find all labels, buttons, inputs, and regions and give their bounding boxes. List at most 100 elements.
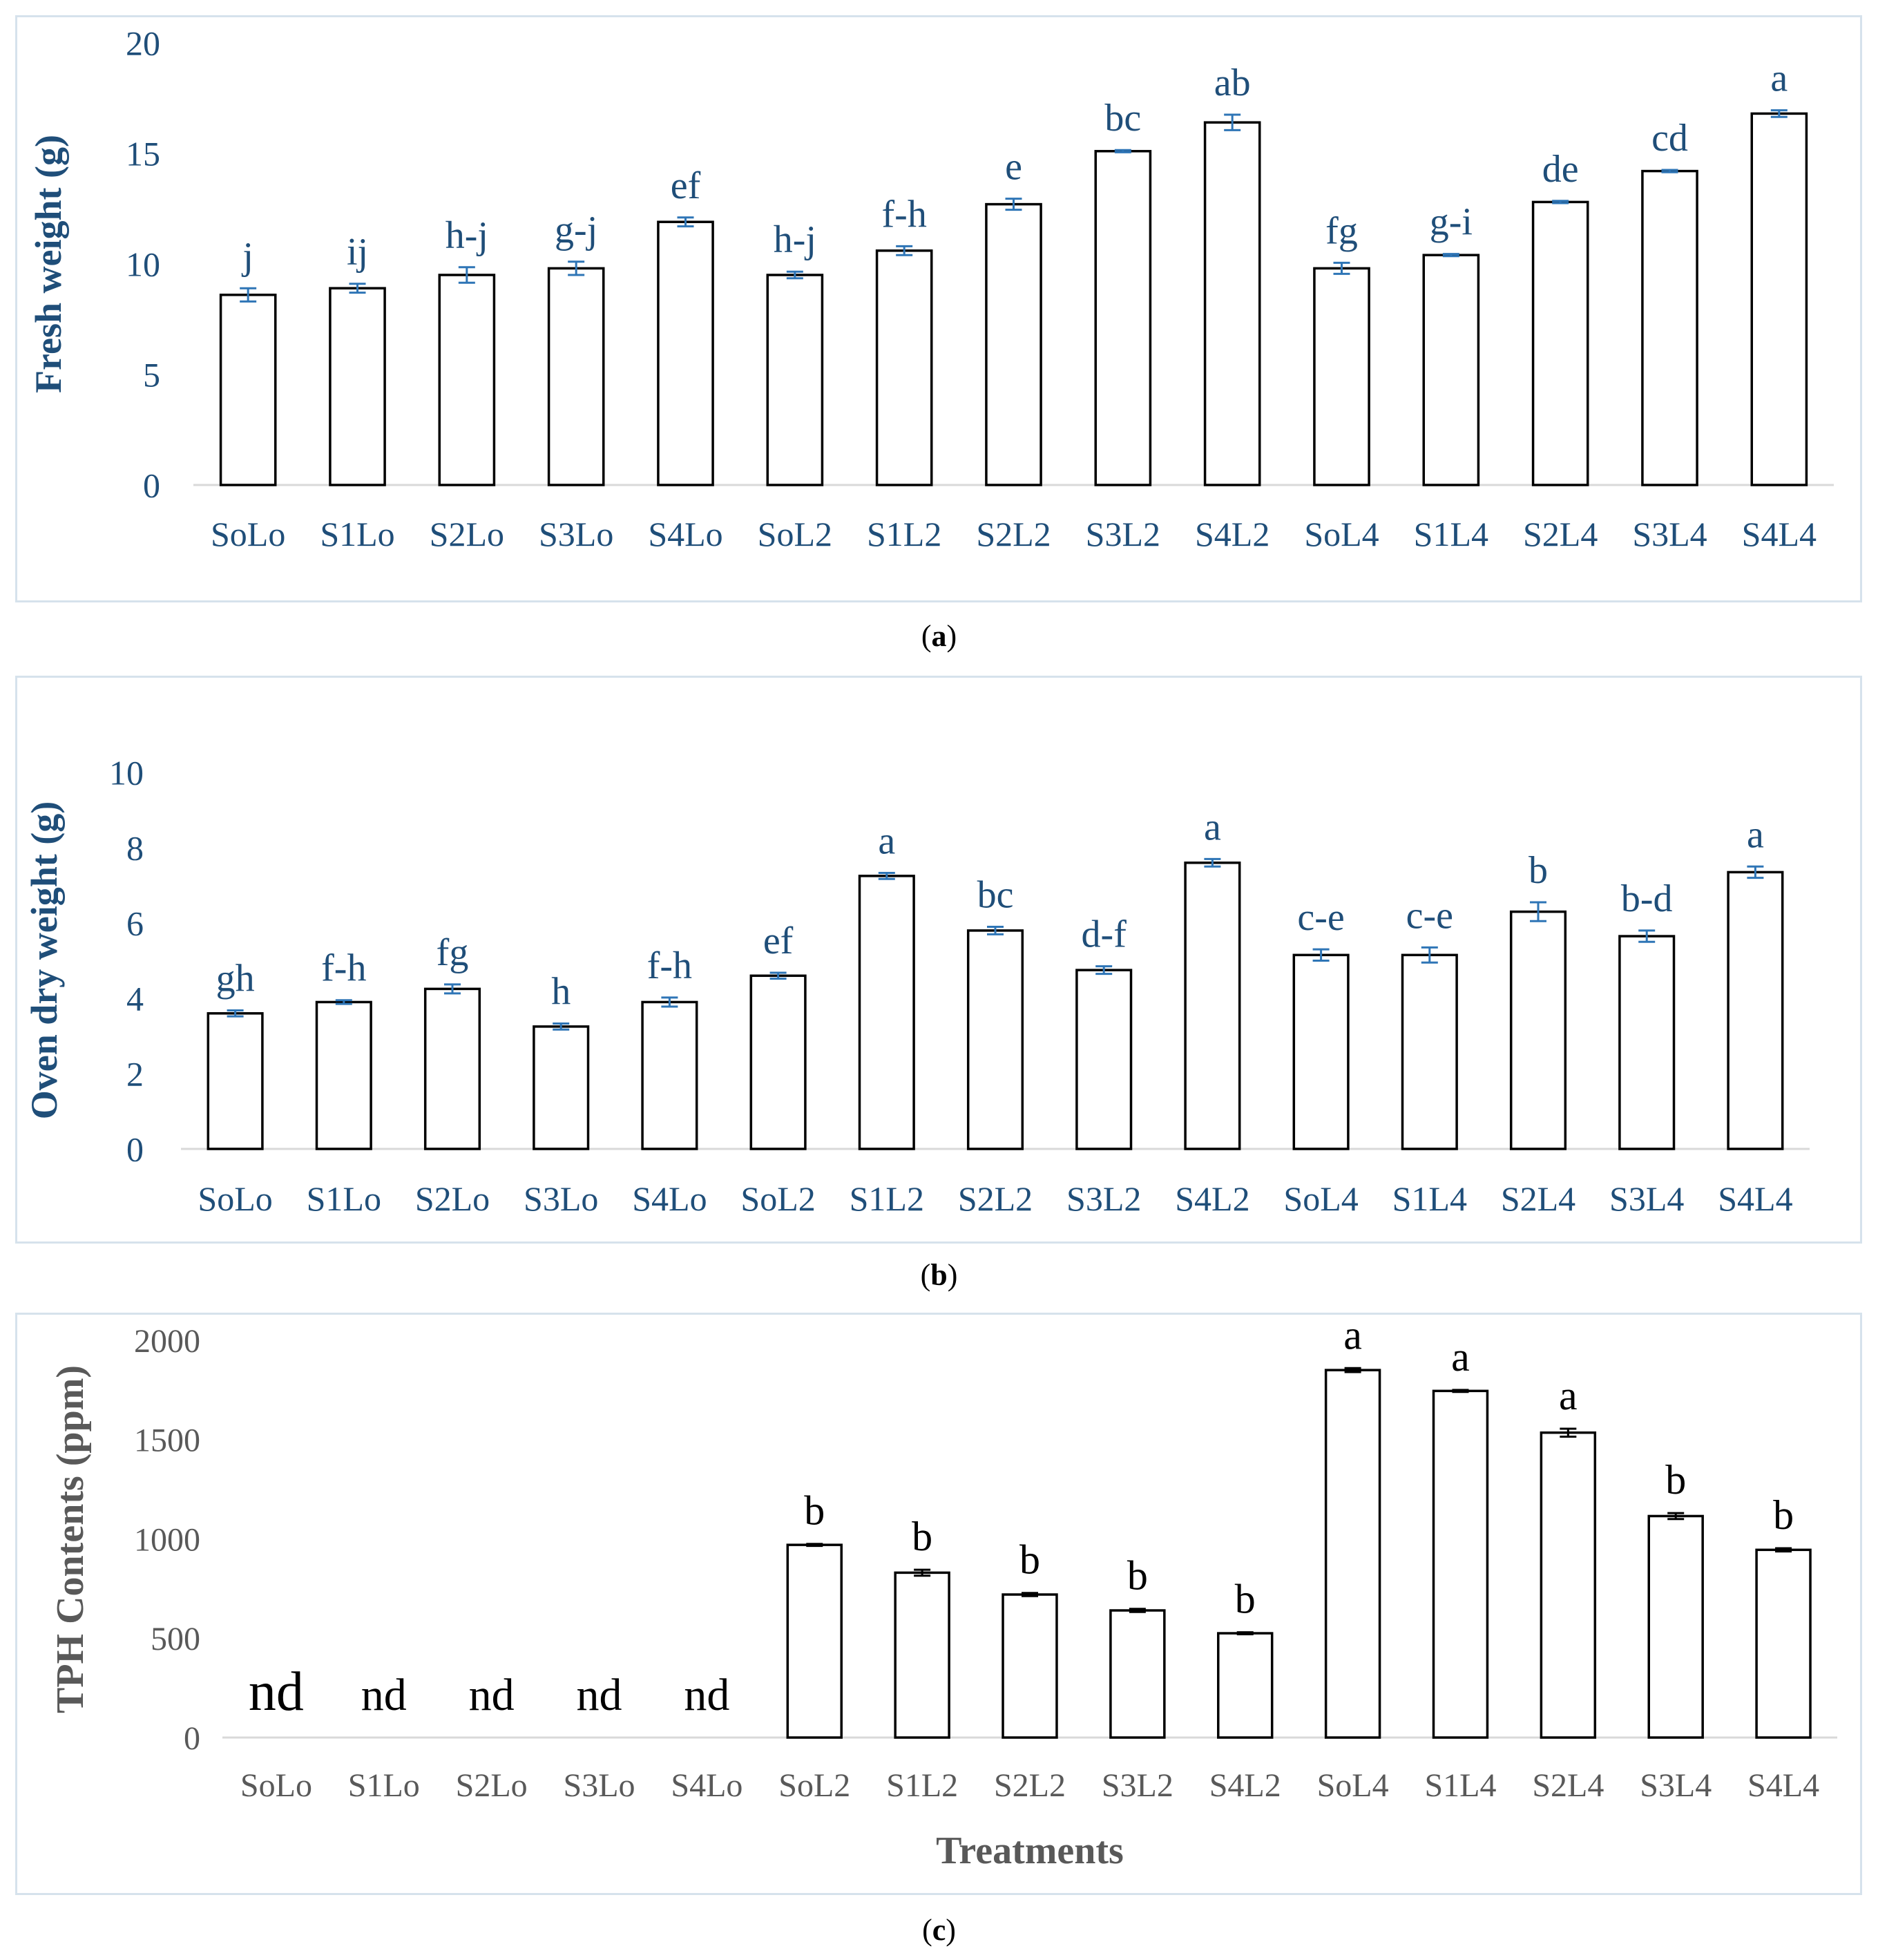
chart-a-bar-12 xyxy=(1531,200,1589,486)
chart-b-y-axis-title: Oven dry weight (g) xyxy=(23,801,65,1119)
chart-b-bar-5 xyxy=(749,974,807,1150)
chart-a-bar-11 xyxy=(1422,254,1480,486)
chart-c-x-tick-label-2: S2Lo xyxy=(456,1767,528,1804)
chart-c-significance-letter-5: b xyxy=(804,1488,825,1534)
chart-a-x-tick-label-0: SoLo xyxy=(211,515,285,553)
chart-c-significance-letter-2: nd xyxy=(469,1670,515,1720)
chart-c-x-tick-label-11: S1L4 xyxy=(1424,1767,1496,1804)
chart-c-x-tick-label-1: S1Lo xyxy=(348,1767,420,1804)
chart-c-x-tick-label-9: S4L2 xyxy=(1209,1767,1281,1804)
chart-b-x-tick-label-9: S4L2 xyxy=(1175,1179,1249,1218)
chart-c-bar-8 xyxy=(1109,1609,1166,1739)
chart-b-bar-7 xyxy=(966,929,1024,1150)
chart-c-bar-14 xyxy=(1755,1548,1812,1739)
chart-a-x-tick-label-8: S3L2 xyxy=(1086,515,1160,553)
chart-c-significance-letter-12: a xyxy=(1559,1373,1578,1418)
chart-c-x-tick-label-3: S3Lo xyxy=(564,1767,635,1804)
chart-b-bar-6 xyxy=(858,875,915,1150)
chart-b-significance-letter-4: f-h xyxy=(647,944,692,987)
chart-c-y-tick-label-0: 0 xyxy=(184,1720,200,1757)
chart-a-x-tick-label-10: SoL4 xyxy=(1304,515,1379,553)
chart-b-y-tick-label-4: 8 xyxy=(126,829,144,868)
chart-b-y-tick-label-0: 0 xyxy=(126,1130,144,1169)
chart-b-significance-letter-12: b xyxy=(1529,849,1548,892)
chart-b-x-tick-label-2: S2Lo xyxy=(415,1179,490,1218)
chart-c-x-tick-label-6: S1L2 xyxy=(886,1767,958,1804)
chart-c-significance-letter-13: b xyxy=(1665,1457,1686,1503)
chart-b-y-tick-label-1: 2 xyxy=(126,1055,144,1094)
chart-a-bar-14 xyxy=(1750,112,1808,486)
chart-a-significance-letter-6: f-h xyxy=(882,193,927,236)
caption-c-letter: c xyxy=(932,1913,946,1947)
chart-a-significance-letter-5: h-j xyxy=(774,218,816,261)
chart-a-y-tick-label-4: 20 xyxy=(126,24,160,63)
chart-c-significance-letter-8: b xyxy=(1127,1553,1148,1599)
chart-b-x-tick-label-5: SoL2 xyxy=(740,1179,815,1218)
chart-b-significance-letter-9: a xyxy=(1204,806,1221,848)
caption-c: (c) xyxy=(922,1913,956,1947)
chart-a-x-tick-label-4: S4Lo xyxy=(648,515,722,553)
caption-b-letter: b xyxy=(930,1258,948,1292)
chart-b-x-tick-label-14: S4L4 xyxy=(1718,1179,1792,1218)
chart-a-x-tick-label-12: S2L4 xyxy=(1523,515,1598,553)
chart-c-bar-11 xyxy=(1432,1389,1489,1739)
chart-a-bar-7 xyxy=(985,202,1042,486)
chart-a-significance-letter-9: ab xyxy=(1214,61,1251,104)
chart-a-x-tick-label-13: S3L4 xyxy=(1632,515,1707,553)
chart-a-bar-9 xyxy=(1203,121,1261,486)
chart-c-y-axis-title: TPH Contents (ppm) xyxy=(49,1365,92,1713)
chart-c-x-tick-label-10: SoL4 xyxy=(1317,1767,1389,1804)
caption-a-letter: a xyxy=(931,619,947,653)
chart-b-significance-letter-10: c-e xyxy=(1297,896,1344,939)
chart-b-bar-13 xyxy=(1618,935,1676,1150)
chart-b-x-tick-label-8: S3L2 xyxy=(1066,1179,1141,1218)
chart-b-significance-letter-2: fg xyxy=(437,931,469,974)
chart-b-y-tick-label-2: 4 xyxy=(126,980,144,1018)
chart-b-bar-14 xyxy=(1727,870,1784,1150)
chart-a-x-tick-label-9: S4L2 xyxy=(1195,515,1269,553)
chart-a-bar-0 xyxy=(219,294,277,486)
chart-c-significance-letter-0: nd xyxy=(249,1662,304,1722)
chart-a-significance-letter-7: e xyxy=(1005,146,1022,189)
chart-a-significance-letter-2: h-j xyxy=(445,214,488,257)
chart-c-bar-7 xyxy=(1002,1593,1058,1739)
chart-a-x-tick-label-1: S1Lo xyxy=(320,515,394,553)
chart-c-bar-6 xyxy=(894,1571,950,1739)
chart-b-x-tick-label-13: S3L4 xyxy=(1609,1179,1684,1218)
chart-a-x-tick-label-3: S3Lo xyxy=(539,515,613,553)
chart-c-significance-letter-7: b xyxy=(1019,1537,1040,1583)
chart-b-significance-letter-0: gh xyxy=(216,957,255,1000)
chart-a-bar-5 xyxy=(766,274,824,486)
chart-a-y-tick-label-1: 5 xyxy=(143,356,160,394)
chart-b-x-tick-label-10: SoL4 xyxy=(1283,1179,1358,1218)
chart-b-significance-letter-14: a xyxy=(1747,813,1764,856)
chart-b-significance-letter-5: ef xyxy=(763,920,794,962)
chart-a-bar-10 xyxy=(1313,267,1370,486)
chart-b-bar-9 xyxy=(1184,862,1241,1150)
chart-c-x-axis-title: Treatments xyxy=(936,1829,1124,1872)
chart-c-bar-5 xyxy=(786,1543,843,1739)
chart-a-x-tick-label-7: S2L2 xyxy=(976,515,1051,553)
chart-b-x-tick-label-4: S4Lo xyxy=(632,1179,707,1218)
chart-a-significance-letter-3: g-j xyxy=(555,209,597,251)
chart-a-bar-8 xyxy=(1094,150,1152,486)
chart-a-significance-letter-8: bc xyxy=(1104,97,1141,140)
chart-b-bar-8 xyxy=(1075,969,1133,1150)
chart-a-significance-letter-12: de xyxy=(1542,148,1579,191)
chart-a-y-tick-label-3: 15 xyxy=(126,135,160,173)
chart-c-x-tick-label-12: S2L4 xyxy=(1532,1767,1604,1804)
chart-c-significance-letter-4: nd xyxy=(684,1670,729,1720)
chart-b-x-tick-label-1: S1Lo xyxy=(307,1179,381,1218)
chart-c-significance-letter-6: b xyxy=(912,1514,932,1559)
chart-b-x-tick-label-0: SoLo xyxy=(198,1179,272,1218)
chart-a-significance-letter-11: g-i xyxy=(1430,201,1473,244)
chart-a-bar-4 xyxy=(657,220,714,486)
chart-a-y-tick-label-0: 0 xyxy=(143,466,160,505)
chart-b-y-tick-label-5: 10 xyxy=(109,754,144,792)
chart-a-y-axis-title: Fresh weight (g) xyxy=(28,135,69,393)
chart-c-bar-12 xyxy=(1540,1431,1597,1739)
chart-b-bar-3 xyxy=(533,1025,590,1150)
chart-b-x-tick-label-6: S1L2 xyxy=(850,1179,924,1218)
chart-c-x-tick-label-13: S3L4 xyxy=(1640,1767,1712,1804)
chart-a-x-tick-label-14: S4L4 xyxy=(1742,515,1817,553)
